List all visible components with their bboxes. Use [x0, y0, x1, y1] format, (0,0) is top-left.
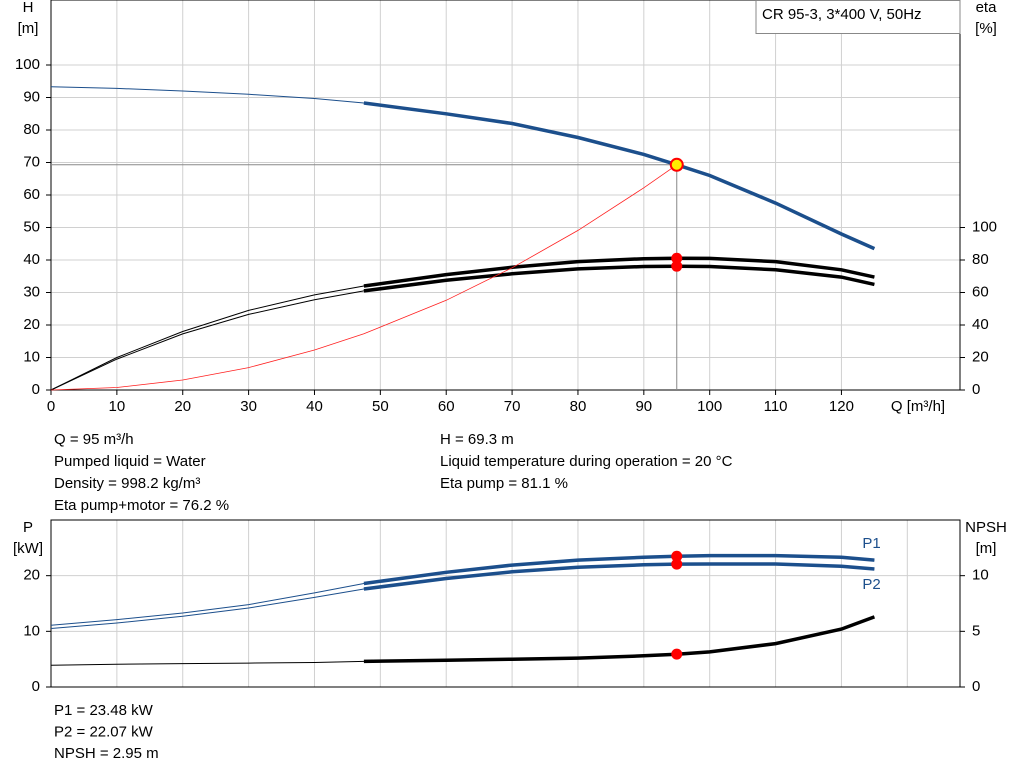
x-tick-label: 50	[372, 398, 389, 415]
plot-frame	[50, 519, 961, 688]
plot-frame	[50, 0, 961, 391]
readout: Density = 998.2 kg/m³	[54, 475, 200, 492]
y2-axis-label: NPSH	[965, 519, 1007, 536]
x-tick-label: 30	[240, 398, 257, 415]
y2-axis-label: eta	[976, 0, 998, 16]
y-tick-label: 20	[23, 567, 40, 584]
y2-tick-label: 40	[972, 316, 989, 333]
x-tick-label: 10	[109, 398, 126, 415]
y-tick-label: 70	[23, 153, 40, 170]
curve	[363, 562, 875, 591]
y-tick-label: 60	[23, 186, 40, 203]
y-tick-label: 20	[23, 316, 40, 333]
duty-dot	[671, 252, 683, 264]
x-tick-label: 0	[47, 398, 55, 415]
readout: Q = 95 m³/h	[54, 431, 134, 448]
curve	[363, 256, 875, 288]
curve	[50, 563, 875, 629]
y-tick-label: 0	[32, 381, 40, 398]
duty-dot	[671, 550, 683, 562]
curve	[363, 101, 876, 251]
y2-axis-label: [m]	[976, 540, 997, 557]
curve	[363, 264, 875, 293]
y-axis-label: [kW]	[13, 540, 43, 557]
readout: NPSH = 2.95 m	[54, 745, 159, 762]
y-tick-label: 100	[15, 56, 40, 73]
x-tick-label: 100	[697, 398, 722, 415]
y2-tick-label: 10	[972, 567, 989, 584]
y2-tick-label: 5	[972, 622, 980, 639]
y-tick-label: 40	[23, 251, 40, 268]
y-axis-label: [m]	[18, 20, 39, 37]
readout: Eta pump+motor = 76.2 %	[54, 497, 229, 514]
curve	[50, 555, 875, 626]
y-axis-label: H	[23, 0, 34, 16]
curve	[363, 553, 875, 586]
x-tick-label: 90	[635, 398, 652, 415]
duty-point	[669, 157, 684, 172]
y-tick-label: 50	[23, 218, 40, 235]
x-tick-label: 110	[764, 398, 788, 415]
y-axis-label: P	[23, 519, 33, 536]
x-tick-label: 120	[829, 398, 854, 415]
series-label: P1	[862, 535, 880, 552]
readout: Pumped liquid = Water	[54, 453, 206, 470]
readout: H = 69.3 m	[440, 431, 514, 448]
y2-tick-label: 20	[972, 348, 989, 365]
y2-axis-label: [%]	[975, 20, 997, 37]
curve	[50, 265, 875, 391]
curve	[50, 164, 678, 391]
duty-dot	[671, 558, 683, 570]
y2-tick-label: 100	[972, 218, 997, 235]
x-tick-label: 40	[306, 398, 323, 415]
x-tick-label: 70	[504, 398, 521, 415]
curve	[50, 86, 875, 250]
y-tick-label: 80	[23, 121, 40, 138]
y2-tick-label: 80	[972, 251, 989, 268]
x-tick-label: 60	[438, 398, 455, 415]
series-label: P2	[862, 576, 880, 593]
curve	[363, 615, 876, 664]
x-tick-label: 80	[570, 398, 587, 415]
y2-tick-label: 0	[972, 381, 980, 398]
readout: Eta pump = 81.1 %	[440, 475, 568, 492]
y2-tick-label: 0	[972, 678, 980, 695]
legend-box	[755, 0, 961, 34]
curve	[50, 616, 875, 666]
y-tick-label: 0	[32, 678, 40, 695]
y-tick-label: 30	[23, 283, 40, 300]
readout: P2 = 22.07 kW	[54, 723, 154, 740]
x-tick-label: 20	[174, 398, 191, 415]
y-tick-label: 10	[23, 348, 40, 365]
duty-dot	[671, 648, 683, 660]
y-tick-label: 10	[23, 622, 40, 639]
readout: Liquid temperature during operation = 20…	[440, 453, 733, 470]
readout: P1 = 23.48 kW	[54, 702, 154, 719]
y2-tick-label: 60	[972, 283, 989, 300]
duty-dot	[671, 260, 683, 272]
chart-title: CR 95-3, 3*400 V, 50Hz	[762, 6, 922, 23]
x-axis-label: Q [m³/h]	[891, 398, 945, 415]
y-tick-label: 90	[23, 88, 40, 105]
